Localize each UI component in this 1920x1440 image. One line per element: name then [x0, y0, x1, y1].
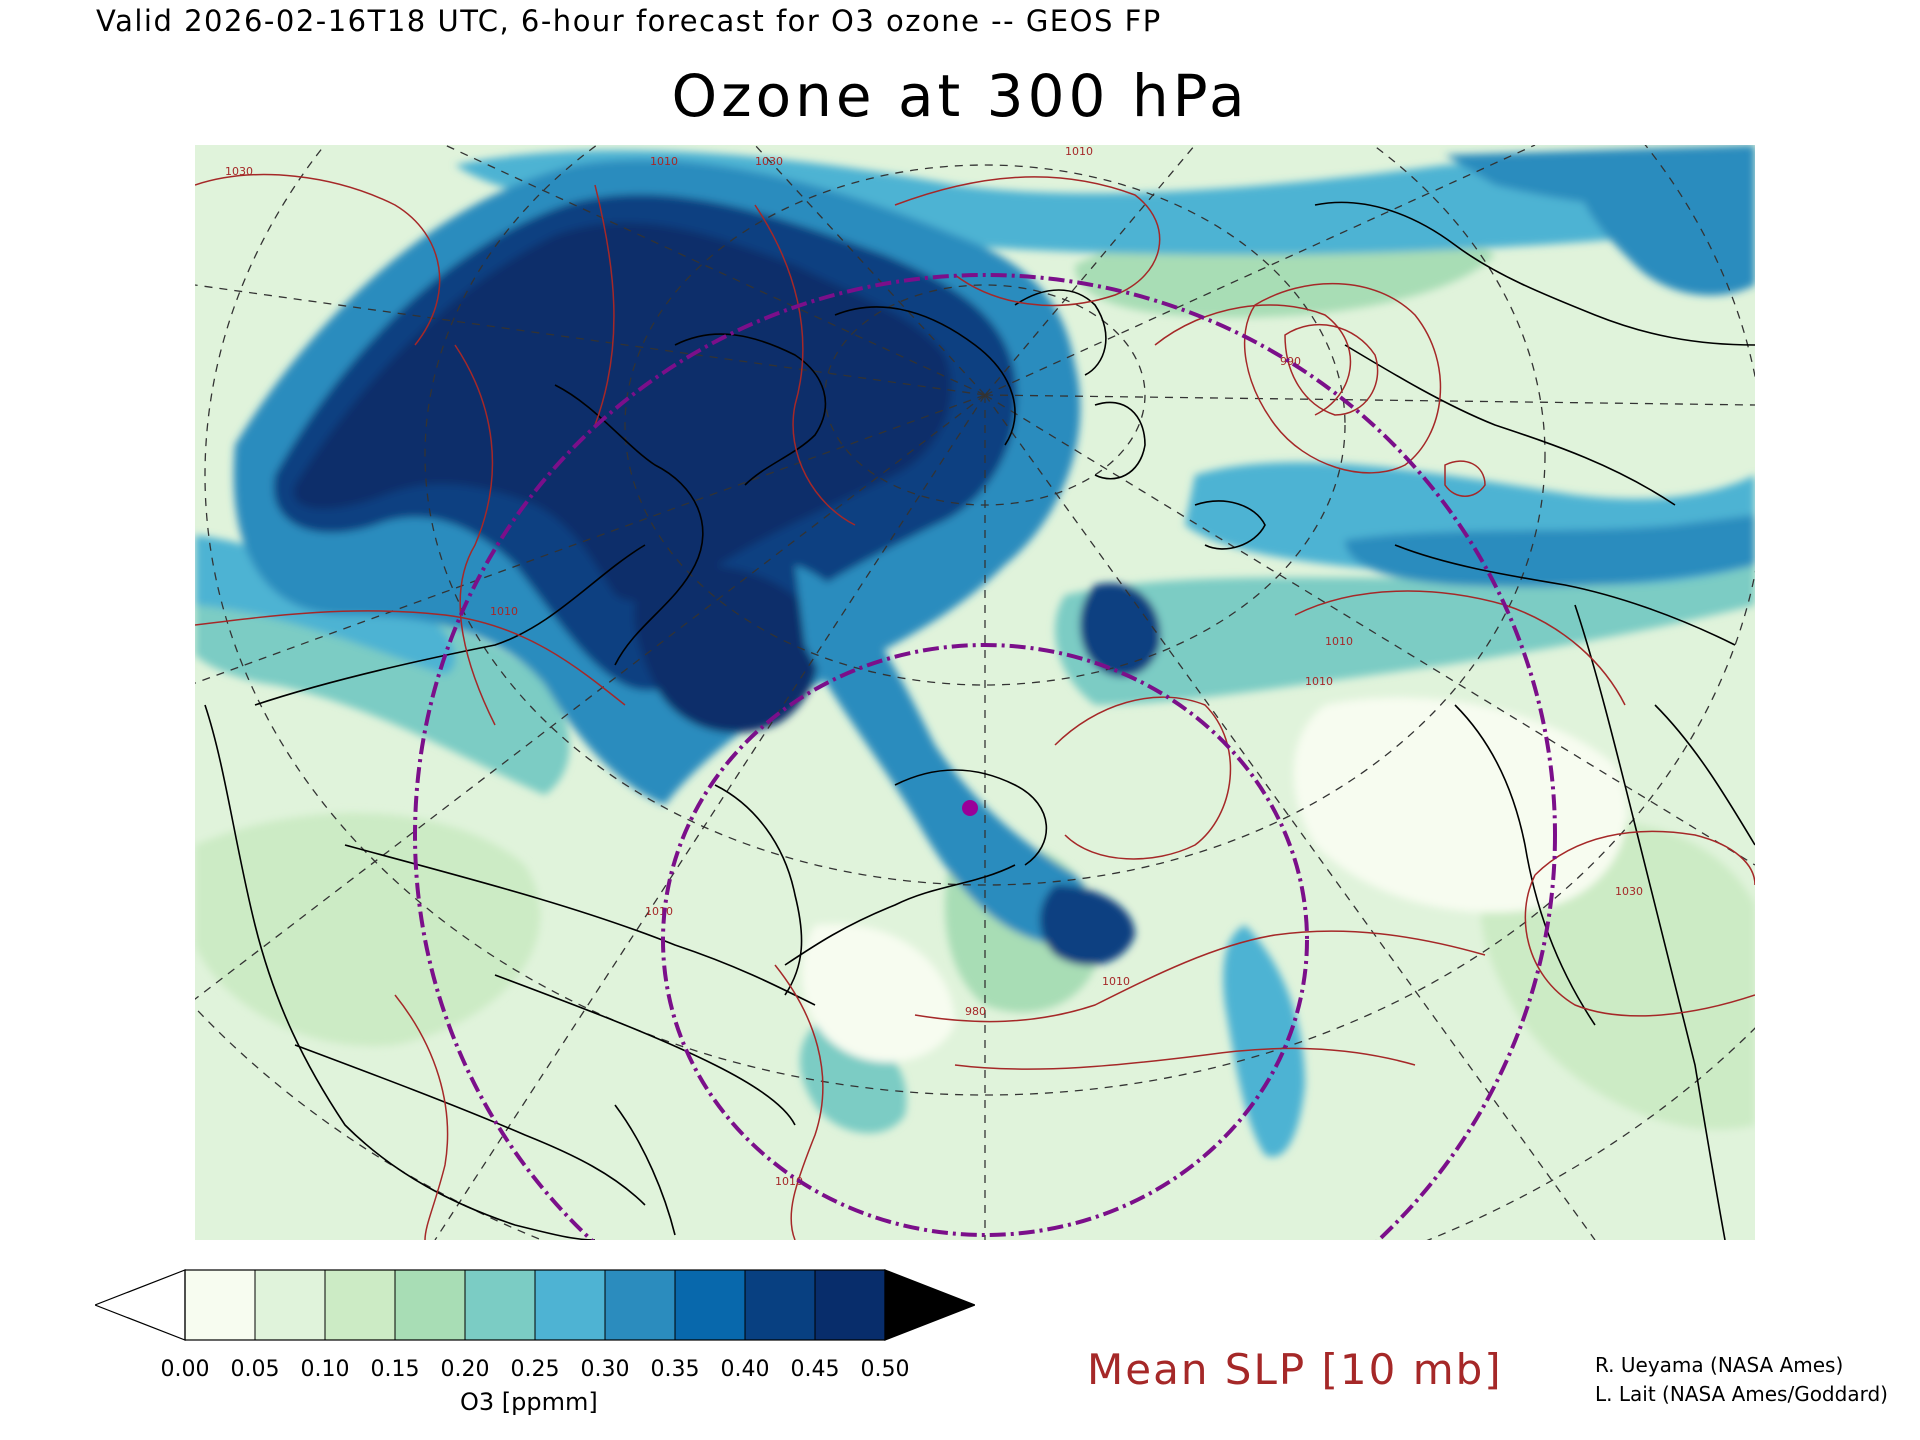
slp-contour-label: 1010 [645, 905, 673, 918]
ozone-map: 1030 1010 1010 1030 1010 990 1010 1010 1… [195, 145, 1755, 1240]
valid-time-line: Valid 2026-02-16T18 UTC, 6-hour forecast… [96, 4, 1162, 38]
ozone-filament [1575, 145, 1755, 296]
slp-contour-label: 980 [965, 1005, 986, 1018]
ozone-field-low [195, 812, 541, 1047]
colorbar-over-triangle [884, 1269, 975, 1341]
slp-contour-label: 1010 [1102, 975, 1130, 988]
ozone-filament [795, 565, 1093, 945]
credit-line-2: L. Lait (NASA Ames/Goddard) [1595, 1382, 1888, 1406]
ozone-high-region [1080, 583, 1161, 677]
ozone-filament [1055, 525, 1755, 705]
ozone-high-region [634, 565, 820, 733]
ozone-filament [1223, 925, 1305, 1157]
graticule [195, 145, 1755, 1240]
ozone-field-low [801, 923, 955, 1063]
colorbar-cell [604, 1269, 676, 1341]
colorbar-cell [324, 1269, 396, 1341]
colorbar-tick-label: 0.45 [790, 1357, 840, 1382]
vortex-edge-circles [413, 273, 1557, 1240]
slp-contours [195, 173, 1755, 1240]
colorbar-tick-label: 0.10 [300, 1357, 350, 1382]
ozone-filament [1040, 885, 1135, 966]
colorbar-tick-label: 0.40 [720, 1357, 770, 1382]
colorbar-cell [394, 1269, 466, 1341]
colorbar-units-label: O3 [ppmm] [460, 1388, 598, 1416]
colorbar-cell [464, 1269, 536, 1341]
colorbar-tick-label: 0.00 [160, 1357, 210, 1382]
colorbar [95, 1269, 975, 1341]
colorbar-tick-label: 0.25 [510, 1357, 560, 1382]
credit-line-1: R. Ueyama (NASA Ames) [1595, 1353, 1844, 1377]
ozone-filament [195, 575, 570, 795]
colorbar-tick-label: 0.05 [230, 1357, 280, 1382]
slp-contour-labels: 1030 1010 1010 1030 1010 990 1010 1010 1… [225, 145, 1643, 1188]
colorbar-tick-label: 0.20 [440, 1357, 490, 1382]
colorbar-cell [744, 1269, 816, 1341]
slp-contour-label: 1030 [225, 165, 253, 178]
slp-contour-label: 1030 [1615, 885, 1643, 898]
slp-contour-label: 1010 [1065, 145, 1093, 158]
colorbar-cell [534, 1269, 606, 1341]
ozone-filament [1345, 515, 1755, 587]
colorbar-cell [254, 1269, 326, 1341]
colorbar-tick-label: 0.35 [650, 1357, 700, 1382]
colorbar-cell [674, 1269, 746, 1341]
colorbar-tick-label: 0.15 [370, 1357, 420, 1382]
colorbar-tick-label: 0.50 [860, 1357, 910, 1382]
ozone-field-low [1293, 697, 1627, 913]
slp-contour-label: 1010 [1305, 675, 1333, 688]
slp-contour-label: 1010 [775, 1175, 803, 1188]
slp-contour-label: 1030 [755, 155, 783, 168]
slp-legend-label: Mean SLP [10 mb] [1087, 1345, 1503, 1394]
colorbar-under-triangle [95, 1269, 186, 1341]
ozone-high-region [293, 222, 952, 602]
slp-contour-label: 1010 [650, 155, 678, 168]
colorbar-tick-label: 0.30 [580, 1357, 630, 1382]
colorbar-cell [814, 1269, 886, 1341]
purple-site-marker [962, 800, 978, 816]
colorbar-cell [184, 1269, 256, 1341]
land-boundaries [204, 201, 1755, 1240]
slp-contour-label: 1010 [490, 605, 518, 618]
slp-contour-label: 1010 [1325, 635, 1353, 648]
map-title: Ozone at 300 hPa [671, 62, 1249, 130]
